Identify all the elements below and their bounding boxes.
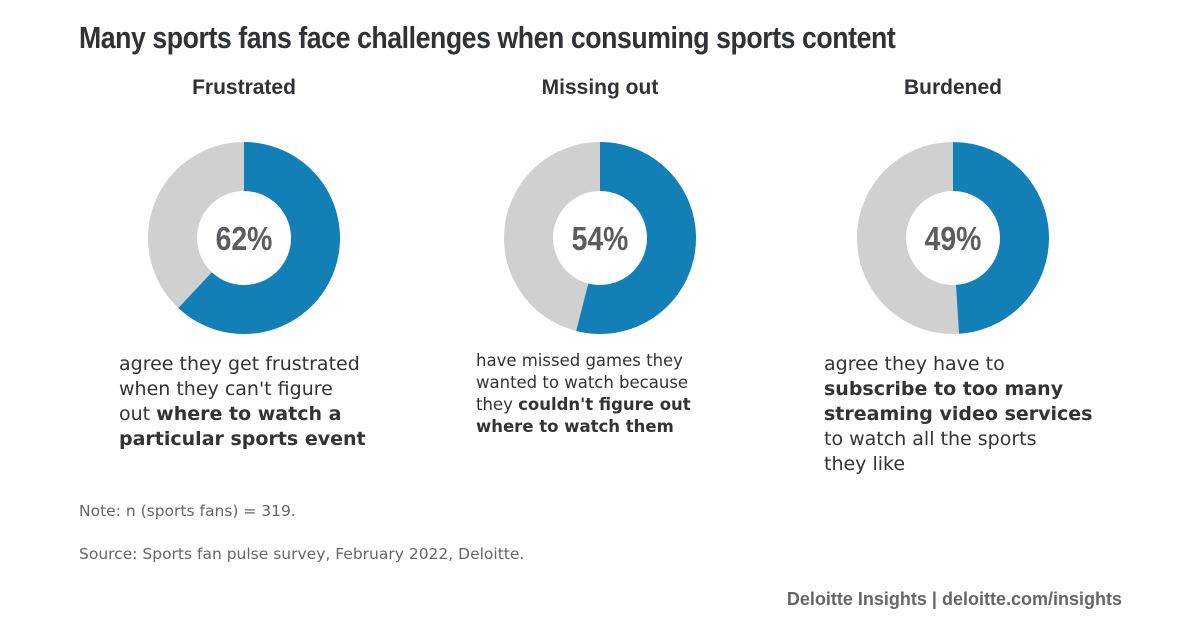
desc-line: agree they have to — [824, 353, 1005, 375]
desc-line: out — [119, 403, 157, 425]
desc-line: wanted to watch because — [476, 373, 689, 392]
desc-line: to watch all the sports — [824, 428, 1037, 450]
footer-credit: Deloitte Insights | deloitte.com/insight… — [786, 589, 1122, 609]
desc-line: they — [476, 395, 519, 414]
desc-bold: where to watch a — [156, 403, 342, 425]
panel-title-burdened: Burdened — [903, 76, 1002, 99]
note: Note: n (sports fans) = 319. — [79, 502, 296, 520]
donut-slice-remainder — [504, 142, 600, 331]
desc-bold: subscribe to too many — [824, 378, 1064, 400]
desc-bold: where to watch them — [476, 417, 674, 436]
desc-bold: streaming video services — [824, 403, 1093, 425]
desc-bold: particular sports event — [119, 428, 366, 450]
donut-slice-value — [178, 142, 341, 335]
desc-line: when they can't figure — [119, 378, 333, 400]
panel-title-missing-out: Missing out — [541, 76, 659, 99]
desc-burdened: agree they have to subscribe to too many… — [824, 352, 1093, 477]
desc-line: they like — [824, 453, 906, 475]
chart-title: Many sports fans face challenges when co… — [79, 20, 896, 55]
donut-slice-remainder — [857, 142, 960, 334]
donut-value-label: 62% — [216, 220, 273, 258]
donut-value-label: 49% — [925, 220, 982, 258]
desc-missing-out: have missed games they wanted to watch b… — [476, 350, 691, 438]
donut-slice-remainder — [148, 142, 244, 308]
desc-line: agree they get frustrated — [119, 353, 360, 375]
desc-bold: couldn't figure out — [518, 395, 691, 414]
desc-frustrated: agree they get frustrated when they can'… — [119, 352, 366, 452]
donut-slice-value — [953, 142, 1050, 334]
desc-line: have missed games they — [476, 351, 683, 370]
panel-title-frustrated: Frustrated — [192, 76, 296, 99]
donut-slice-value — [576, 142, 696, 334]
donut-value-label: 54% — [572, 220, 629, 258]
source: Source: Sports fan pulse survey, Februar… — [79, 545, 525, 563]
